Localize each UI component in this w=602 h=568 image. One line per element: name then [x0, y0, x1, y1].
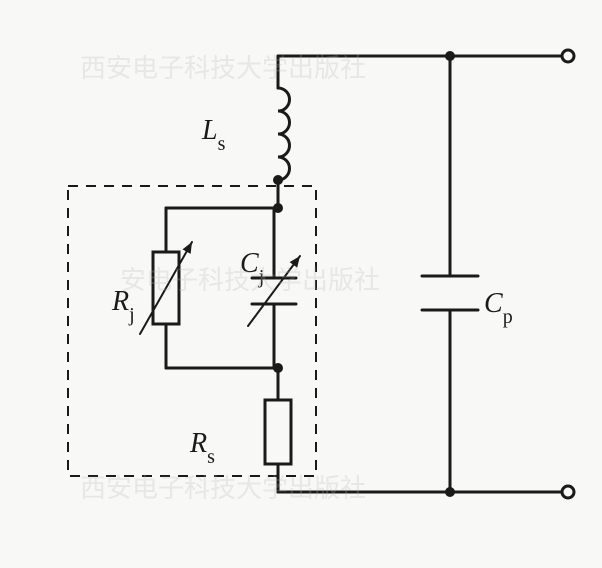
- label-Cp: Cp: [484, 288, 513, 325]
- watermark-1: 安电子科技大学出版社: [120, 260, 380, 297]
- watermark-2: 西安电子科技大学出版社: [80, 468, 366, 505]
- watermark-0: 西安电子科技大学出版社: [80, 48, 366, 85]
- label-Rs: Rs: [190, 428, 215, 465]
- label-Ls: Ls: [202, 115, 225, 152]
